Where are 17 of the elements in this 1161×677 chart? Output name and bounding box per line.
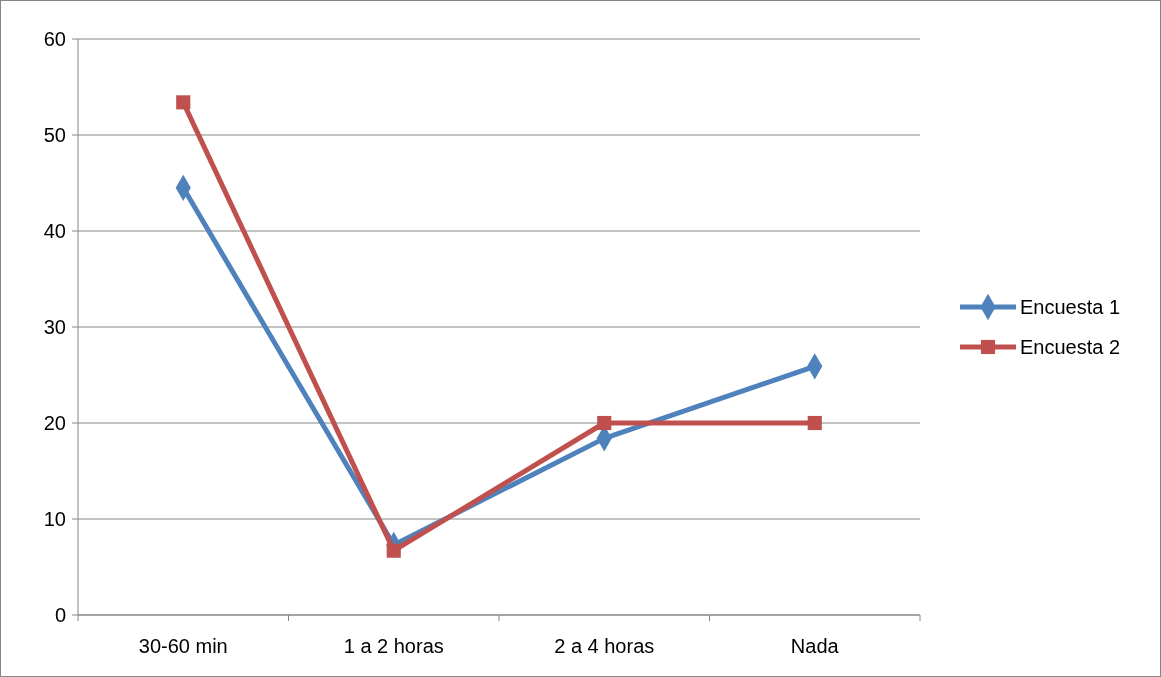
point	[176, 95, 191, 110]
legend-label: Encuesta 2	[1020, 336, 1121, 358]
y-tick-label: 60	[43, 28, 66, 50]
y-tick-label: 0	[54, 604, 66, 626]
legend-label: Encuesta 1	[1020, 296, 1121, 318]
x-tick-label: Nada	[790, 635, 840, 657]
x-tick-label: 2 a 4 horas	[554, 635, 655, 657]
point	[807, 415, 822, 431]
point	[597, 415, 612, 431]
y-tick-label: 50	[43, 124, 66, 146]
x-tick-label: 1 a 2 horas	[343, 635, 444, 657]
x-tick-label: 30-60 min	[138, 635, 228, 657]
y-tick-label: 40	[43, 220, 66, 242]
y-tick-label: 10	[43, 508, 66, 530]
y-tick-label: 30	[43, 316, 66, 338]
point	[386, 543, 401, 558]
y-tick-label: 20	[43, 412, 66, 434]
